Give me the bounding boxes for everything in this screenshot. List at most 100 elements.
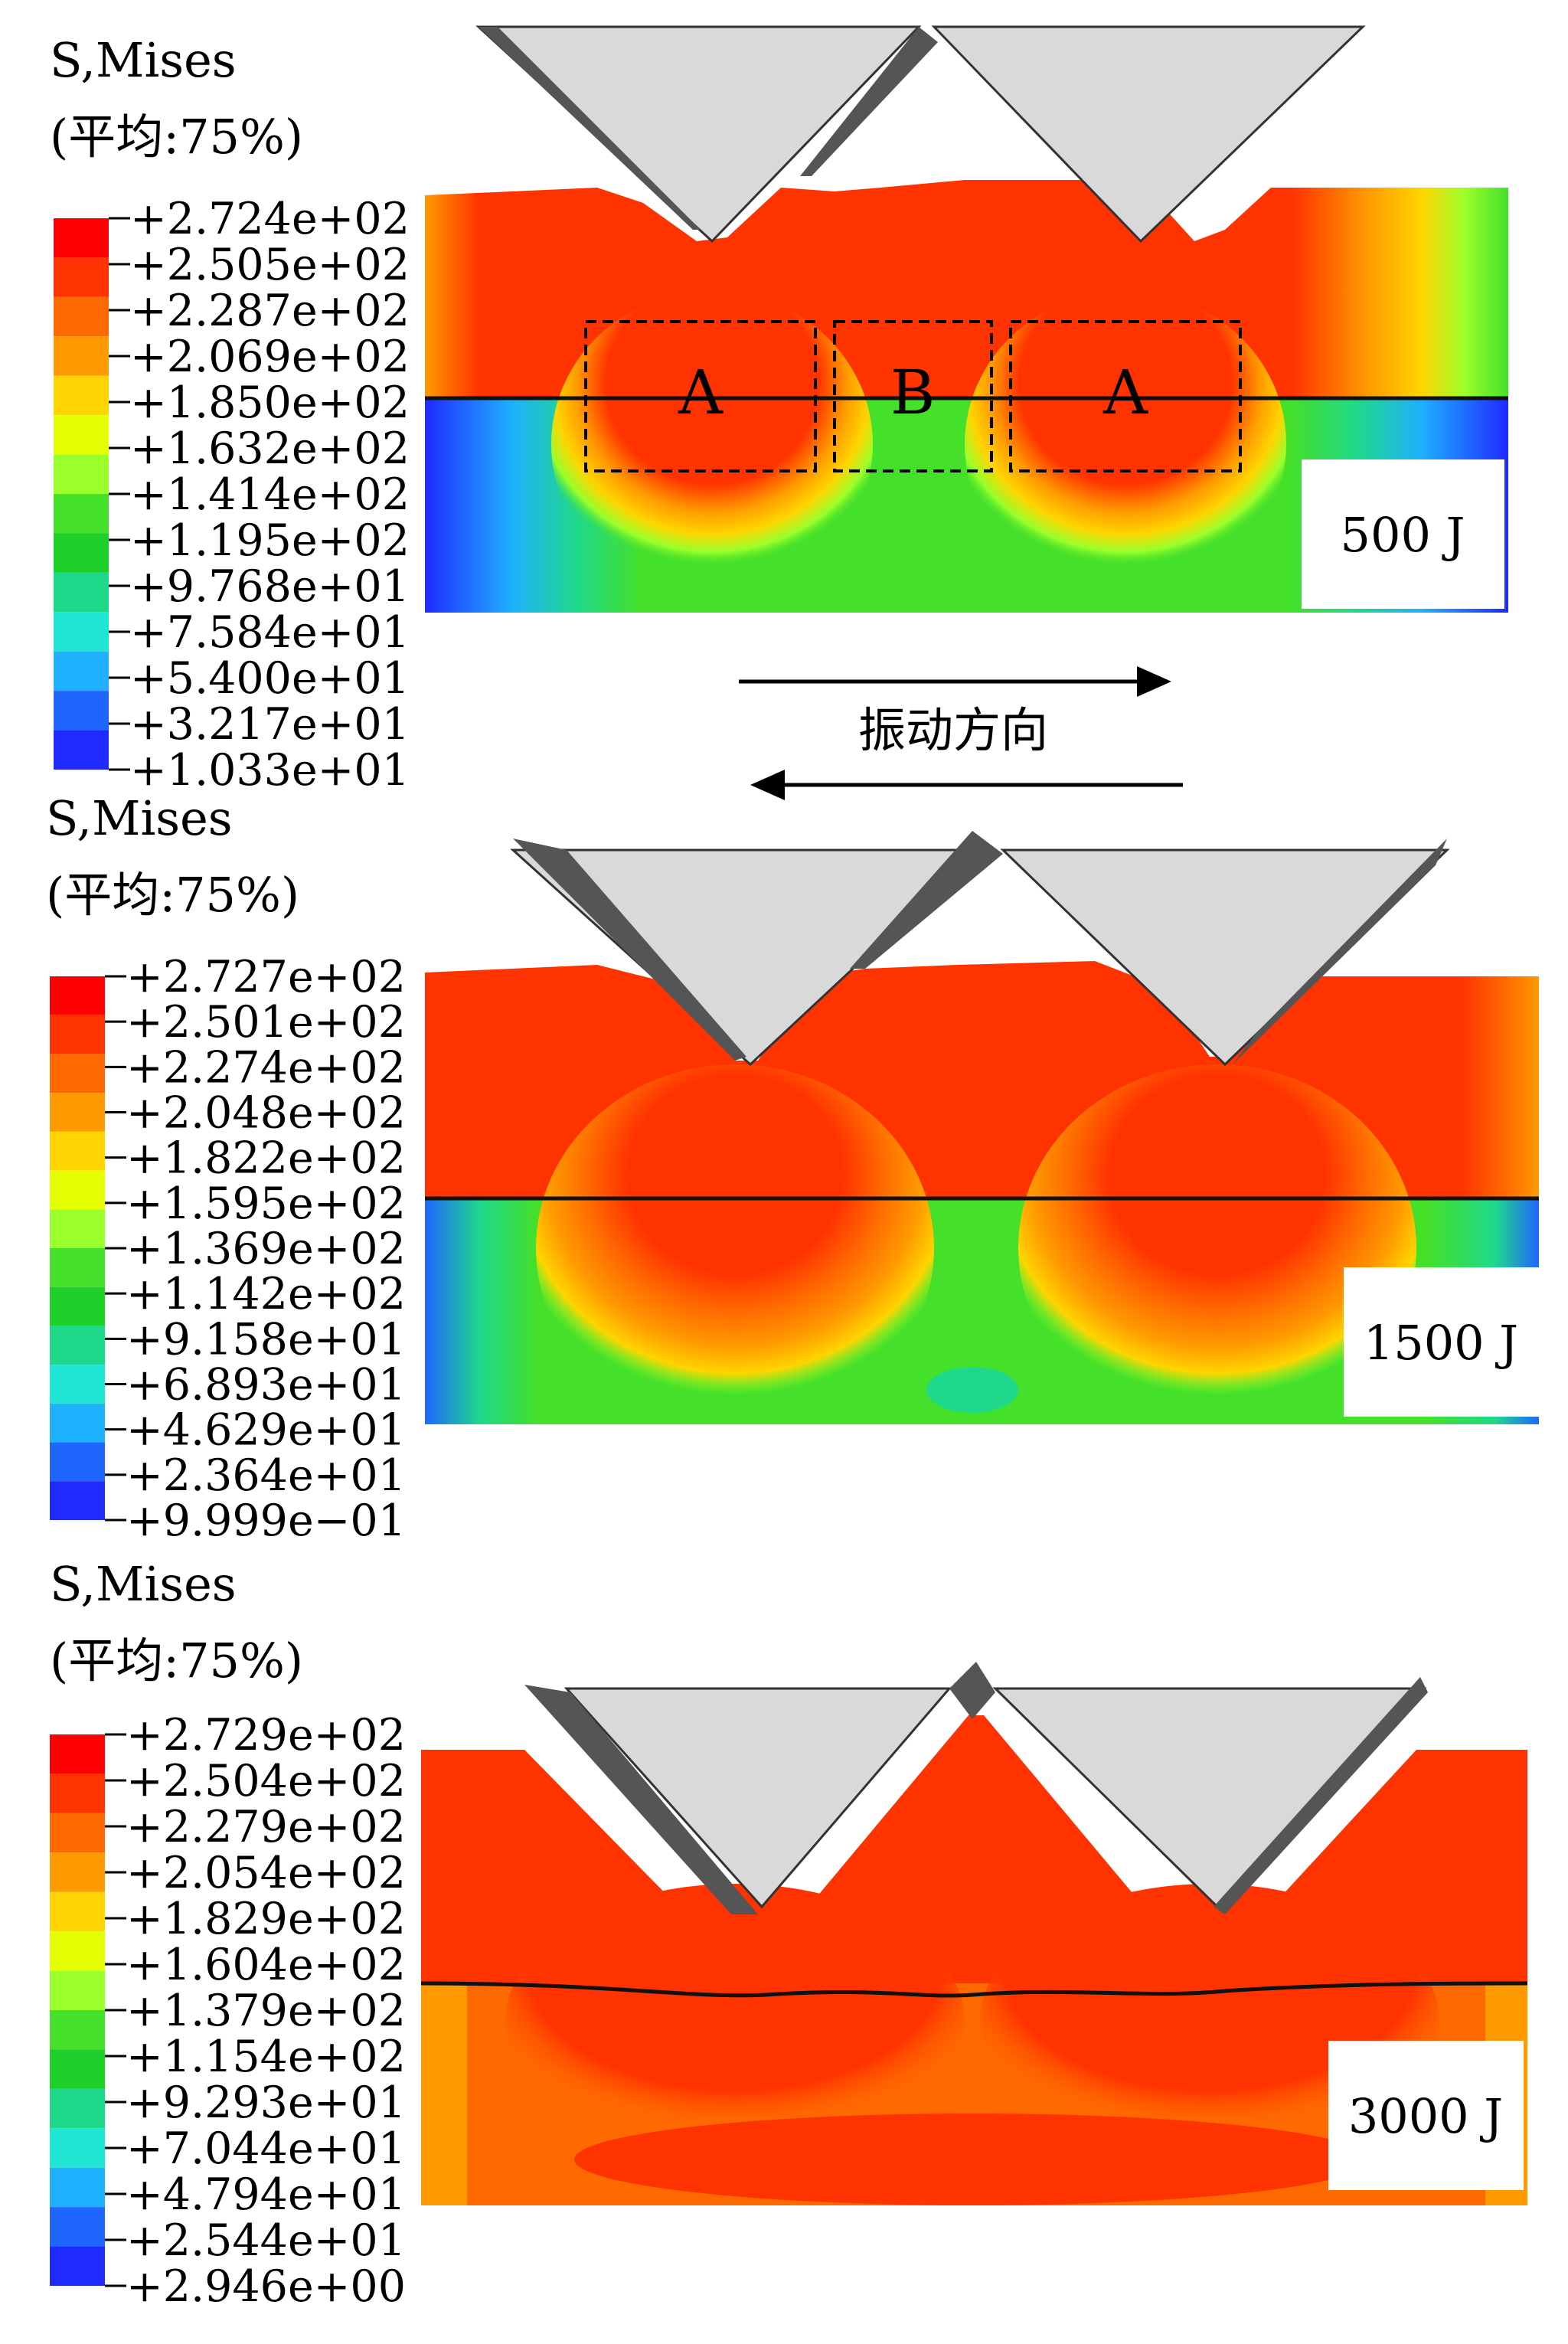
legend-tick-label: +2.729e+02 [126, 1710, 406, 1760]
legend-title: S,Mises [50, 32, 237, 88]
legend-title: S,Mises [50, 1556, 237, 1612]
legend-swatch [50, 2049, 105, 2089]
legend-swatch [50, 1093, 105, 1132]
legend-swatch [50, 1326, 105, 1365]
color-legend: +2.727e+02+2.501e+02+2.274e+02+2.048e+02… [50, 952, 406, 1546]
legend-tick-label: +1.379e+02 [126, 1986, 406, 2036]
panel-3000J: S,Mises (平均:75%) +2.729e+02+2.504e+02+2.… [50, 1556, 1528, 2312]
legend-tick-label: +2.287e+02 [130, 286, 410, 336]
legend-tick-label: +1.850e+02 [130, 378, 410, 428]
legend-tick-label: +1.154e+02 [126, 2032, 406, 2082]
energy-label: 500 J [1341, 507, 1465, 563]
legend-swatch [50, 1734, 105, 1774]
stress-bulb [965, 291, 1286, 597]
legend-tick-label: +9.158e+01 [126, 1314, 406, 1365]
indenter-edge [1233, 839, 1447, 1064]
legend-swatch [50, 2167, 105, 2208]
direction-label: 振动方向 [858, 702, 1048, 758]
color-legend: +2.729e+02+2.504e+02+2.279e+02+2.054e+02… [50, 1710, 406, 2312]
energy-label: 1500 J [1364, 1315, 1518, 1371]
contour-plot: 1500 J [425, 831, 1539, 1432]
indenter [564, 1687, 952, 1909]
legend-swatch [54, 218, 109, 258]
stress-bulb [536, 1064, 934, 1432]
energy-label: 3000 J [1348, 2088, 1503, 2144]
legend-swatch [50, 2010, 105, 2050]
legend-tick-label: +7.044e+01 [126, 2123, 406, 2174]
legend-swatch [50, 2128, 105, 2168]
legend-subtitle: (平均:75%) [50, 1633, 303, 1689]
energy-box [1344, 1267, 1539, 1417]
region-box-A [584, 320, 817, 472]
indenter-edge [513, 839, 746, 1061]
legend-swatch [54, 336, 109, 376]
legend-swatch [54, 296, 109, 337]
legend-tick-label: +4.629e+01 [126, 1405, 406, 1456]
legend-tick-label: +2.279e+02 [126, 1802, 406, 1852]
legend-swatch [50, 1170, 105, 1210]
legend-swatch [54, 375, 109, 416]
legend-swatch [50, 1891, 105, 1932]
legend-tick-label: +2.501e+02 [126, 997, 406, 1048]
legend-swatch [50, 1931, 105, 1971]
legend-swatch [54, 651, 109, 691]
legend-swatch [50, 1286, 105, 1326]
legend-swatch [50, 976, 105, 1015]
low-stress-spot [926, 1367, 1018, 1413]
legend-title: S,Mises [46, 790, 233, 846]
legend-tick-label: +1.033e+01 [130, 745, 410, 796]
stress-bulb [980, 1884, 1439, 2159]
legend-tick-label: +1.829e+02 [126, 1894, 406, 1944]
legend-tick-label: +5.400e+01 [130, 653, 410, 704]
stress-bulb [1018, 1064, 1416, 1432]
legend-swatch [54, 257, 109, 297]
legend-tick-label: +1.414e+02 [130, 469, 410, 520]
region-label: A [1102, 357, 1148, 428]
legend-subtitle: (平均:75%) [46, 867, 299, 923]
vibration-direction: 振动方向 [739, 666, 1183, 800]
legend-tick-label: +2.505e+02 [130, 240, 410, 290]
indenter-edge [949, 1662, 995, 1719]
upper-plate [421, 1715, 1527, 1983]
legend-swatch [54, 612, 109, 652]
panel-1500J: S,Mises (平均:75%) +2.727e+02+2.501e+02+2.… [46, 790, 1539, 1546]
contour-plot: 3000 J [420, 1662, 1528, 2205]
legend-subtitle: (平均:75%) [50, 109, 303, 165]
legend-tick-label: +2.054e+02 [126, 1848, 406, 1898]
legend-tick-label: +9.293e+01 [126, 2078, 406, 2128]
legend-swatch [54, 454, 109, 494]
stress-bulb [505, 1884, 965, 2159]
indenter-edge [850, 831, 1003, 969]
color-legend: +2.724e+02+2.505e+02+2.287e+02+2.069e+02… [54, 194, 410, 796]
energy-box [1328, 2041, 1524, 2190]
legend-swatch [50, 1365, 105, 1404]
legend-swatch [54, 730, 109, 770]
legend-swatch [50, 1852, 105, 1892]
energy-box [1302, 459, 1504, 609]
legend-tick-label: +6.893e+01 [126, 1360, 406, 1411]
region-label: B [890, 357, 936, 428]
indenter [931, 25, 1366, 244]
legend-swatch [54, 533, 109, 573]
legend-swatch [50, 1403, 105, 1443]
legend-swatch [50, 1970, 105, 2010]
legend-swatch [50, 1015, 105, 1054]
legend-swatch [54, 572, 109, 613]
legend-tick-label: +1.195e+02 [130, 515, 410, 566]
legend-tick-label: +2.946e+00 [126, 2261, 406, 2312]
legend-tick-label: +3.217e+01 [130, 699, 410, 750]
legend-tick-label: +1.369e+02 [126, 1224, 406, 1274]
legend-tick-label: +1.822e+02 [126, 1133, 406, 1184]
indenter-edge [479, 27, 701, 230]
legend-swatch [54, 415, 109, 455]
legend-tick-label: +1.142e+02 [126, 1269, 406, 1319]
legend-tick-label: +2.274e+02 [126, 1042, 406, 1093]
legend-tick-label: +2.364e+01 [126, 1450, 406, 1501]
legend-tick-label: +2.727e+02 [126, 952, 406, 1002]
indenter-edge [1214, 1677, 1428, 1914]
legend-tick-label: +1.632e+02 [130, 423, 410, 474]
legend-tick-label: +2.724e+02 [130, 194, 410, 244]
legend-swatch [50, 2207, 105, 2247]
region-label: A [678, 357, 724, 428]
